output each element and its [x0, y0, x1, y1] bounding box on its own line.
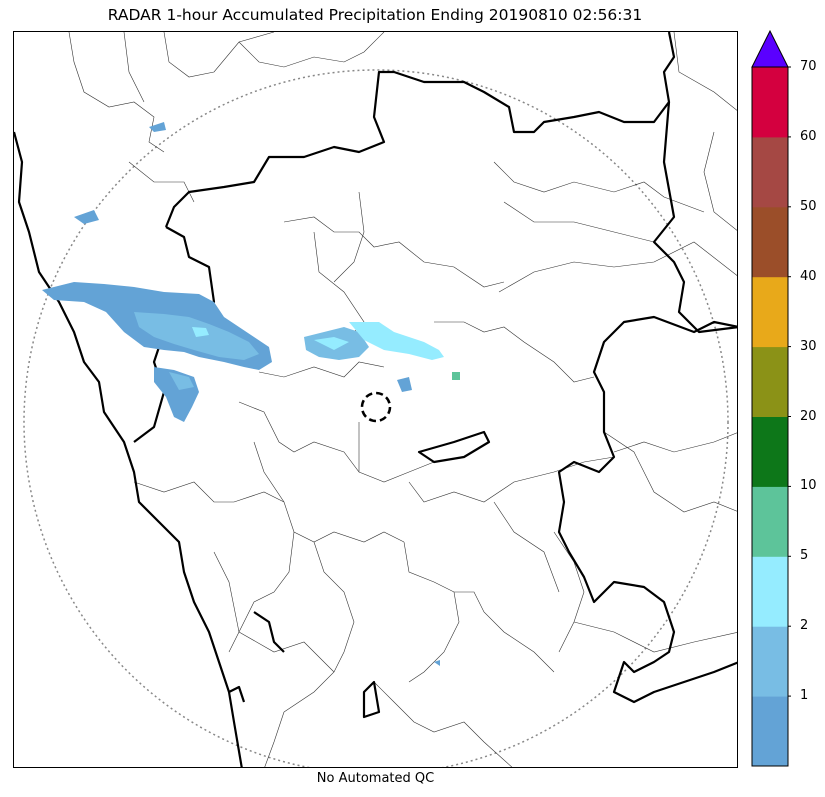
colorbar-band: [752, 136, 788, 208]
colorbar-tick-label: 30: [800, 338, 817, 354]
echo-green-dot: [452, 372, 460, 380]
colorbar: [751, 30, 791, 767]
colorbar-band: [752, 486, 788, 557]
colorbar-tick-label: 5: [800, 548, 809, 564]
colorbar-tick-label: 40: [800, 268, 817, 284]
colorbar-tick-label: 1: [800, 688, 809, 704]
radar-range-ring: [23, 69, 729, 767]
colorbar-band: [752, 276, 788, 348]
qc-note: No Automated QC: [316, 771, 435, 786]
map-canvas: [14, 32, 737, 767]
echo-east-small: [397, 377, 412, 392]
echo-south-tiny: [434, 660, 440, 666]
colorbar-band: [752, 416, 788, 487]
precipitation-echoes: [42, 122, 460, 666]
colorbar-band: [752, 556, 788, 627]
echo-central-east: [349, 322, 444, 360]
colorbar-band: [752, 67, 788, 138]
colorbar-tick-label: 2: [800, 618, 809, 634]
echo-west-south-core: [169, 372, 194, 390]
district-boundaries: [68, 32, 737, 767]
colorbar-extend-triangle: [751, 30, 789, 68]
colorbar-band: [752, 696, 788, 767]
colorbar-band: [752, 626, 788, 697]
colorbar-tick-label: 70: [800, 59, 817, 74]
colorbar-tick-label: 50: [800, 198, 817, 214]
colorbar-band: [752, 206, 788, 278]
echo-west-peak: [192, 327, 209, 337]
radar-map: [13, 31, 738, 768]
echo-west-north: [74, 210, 99, 224]
map-title: RADAR 1-hour Accumulated Precipitation E…: [107, 6, 643, 24]
colorbar-tick-label: 20: [800, 408, 817, 424]
colorbar-band: [752, 346, 788, 417]
radar-site-marker: [360, 391, 392, 423]
colorbar-tick-label: 60: [800, 128, 817, 144]
colorbar-tick-label: 10: [800, 478, 817, 494]
echo-central-core: [314, 337, 349, 350]
state-boundaries: [14, 32, 737, 767]
echo-far-north: [149, 122, 166, 132]
